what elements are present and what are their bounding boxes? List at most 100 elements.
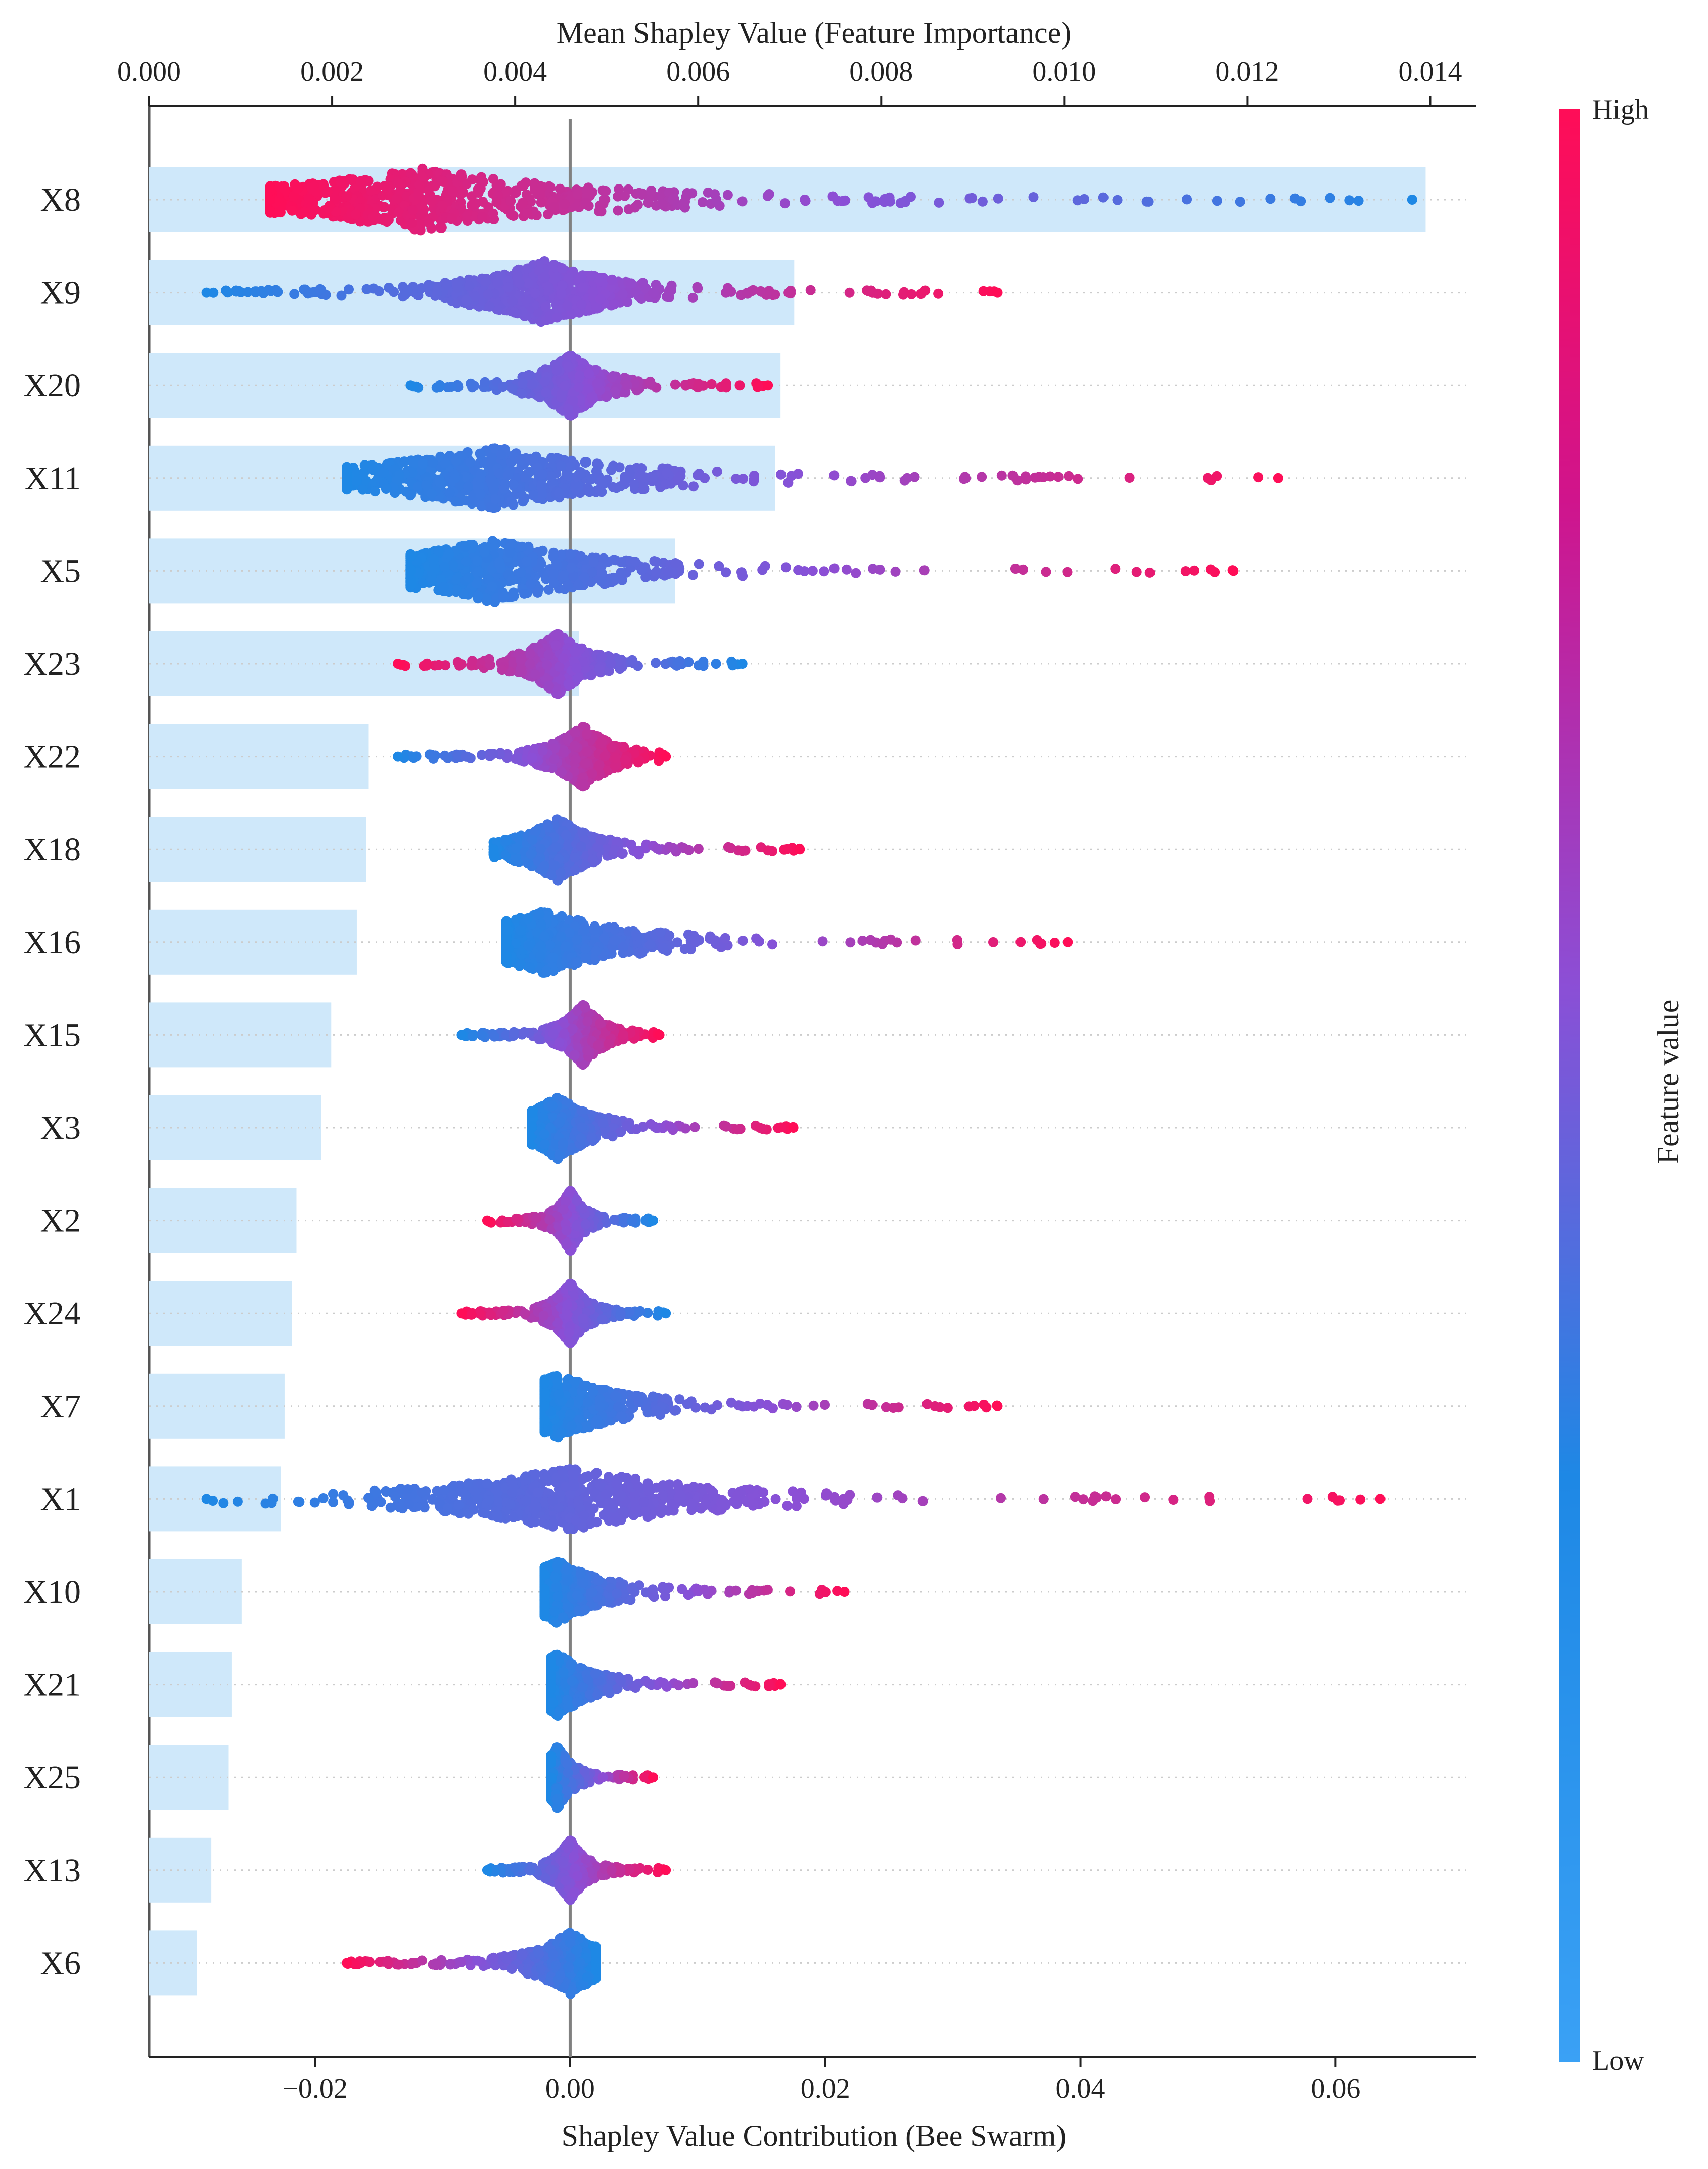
swarm-point <box>352 476 362 486</box>
swarm-point <box>630 287 640 297</box>
swarm-point <box>629 480 639 490</box>
swarm-point <box>731 474 741 484</box>
swarm-point <box>463 482 473 492</box>
swarm-point <box>541 388 551 398</box>
swarm-point <box>845 288 855 298</box>
swarm-point <box>517 389 527 399</box>
swarm-point <box>265 182 275 193</box>
swarm-point <box>582 747 592 757</box>
swarm-point <box>596 576 607 586</box>
swarm-point <box>524 370 534 380</box>
swarm-point <box>576 273 586 283</box>
swarm-point <box>864 286 874 296</box>
swarm-point <box>555 662 565 672</box>
swarm-point <box>437 200 447 210</box>
swarm-point <box>538 746 548 756</box>
swarm-point <box>440 458 450 469</box>
swarm-point <box>447 213 457 223</box>
swarm-row-x18 <box>489 814 805 885</box>
swarm-point <box>573 189 583 199</box>
swarm-point <box>488 209 498 219</box>
swarm-point <box>503 282 514 292</box>
swarm-point <box>616 557 626 567</box>
swarm-point <box>806 285 816 295</box>
swarm-point <box>640 472 650 482</box>
swarm-point <box>479 547 489 557</box>
swarm-point <box>549 578 559 588</box>
swarm-point <box>577 300 587 310</box>
swarm-point <box>446 382 456 392</box>
swarm-point <box>1212 196 1222 206</box>
swarm-point <box>407 218 417 228</box>
swarm-point <box>380 181 390 191</box>
swarm-point <box>490 494 500 504</box>
swarm-point <box>960 472 970 482</box>
swarm-point <box>781 562 791 572</box>
swarm-point <box>688 293 698 303</box>
swarm-point <box>694 559 704 569</box>
swarm-point <box>520 472 530 482</box>
importance-bar-x15 <box>149 1002 331 1067</box>
swarm-point <box>1098 193 1109 203</box>
swarm-point <box>551 640 561 651</box>
swarm-point <box>842 565 852 575</box>
swarm-point <box>584 368 594 379</box>
swarm-point <box>1029 192 1039 202</box>
swarm-point <box>1265 194 1275 204</box>
swarm-point <box>507 296 518 306</box>
swarm-point <box>464 573 474 583</box>
swarm-point <box>557 767 567 777</box>
swarm-point <box>233 286 243 296</box>
swarm-point <box>517 542 527 552</box>
swarm-point <box>537 490 547 500</box>
swarm-point <box>473 187 483 197</box>
swarm-point <box>477 212 487 222</box>
swarm-point <box>1206 565 1216 575</box>
swarm-point <box>530 182 540 193</box>
swarm-point <box>557 289 567 299</box>
swarm-point <box>379 468 389 478</box>
swarm-point-max <box>661 752 671 762</box>
swarm-point <box>596 652 607 662</box>
swarm-point <box>661 479 671 489</box>
swarm-point <box>1132 567 1142 577</box>
swarm-point <box>978 197 988 207</box>
swarm-point <box>368 465 378 475</box>
swarm-point <box>516 654 526 664</box>
swarm-point <box>993 194 1003 204</box>
swarm-point <box>491 197 501 207</box>
swarm-point <box>494 557 504 567</box>
swarm-point <box>693 470 703 480</box>
swarm-point <box>544 282 554 292</box>
swarm-point <box>645 377 655 387</box>
swarm-point <box>465 457 475 468</box>
swarm-point <box>934 198 944 208</box>
swarm-point <box>272 287 283 297</box>
swarm-point <box>516 568 526 578</box>
swarm-point <box>611 483 621 493</box>
swarm-point <box>552 365 562 375</box>
swarm-point <box>509 480 519 490</box>
swarm-point <box>522 208 532 218</box>
swarm-point <box>753 382 763 392</box>
importance-bar-x22 <box>149 724 368 789</box>
swarm-point <box>304 194 314 204</box>
swarm-point <box>427 489 437 499</box>
swarm-point <box>497 665 507 675</box>
swarm-point <box>879 197 889 207</box>
swarm-point <box>461 752 471 762</box>
swarm-point <box>596 737 607 747</box>
swarm-point <box>637 565 647 575</box>
swarm-point <box>723 190 733 200</box>
swarm-point <box>322 187 333 197</box>
swarm-point <box>287 206 297 216</box>
swarm-point <box>920 286 930 296</box>
swarm-point <box>528 454 538 464</box>
swarm-point-max <box>1273 473 1283 483</box>
swarm-point <box>484 654 494 664</box>
swarm-point <box>793 565 803 575</box>
swarm-point <box>787 471 797 481</box>
swarm-point <box>548 569 558 579</box>
swarm-point <box>616 568 626 578</box>
